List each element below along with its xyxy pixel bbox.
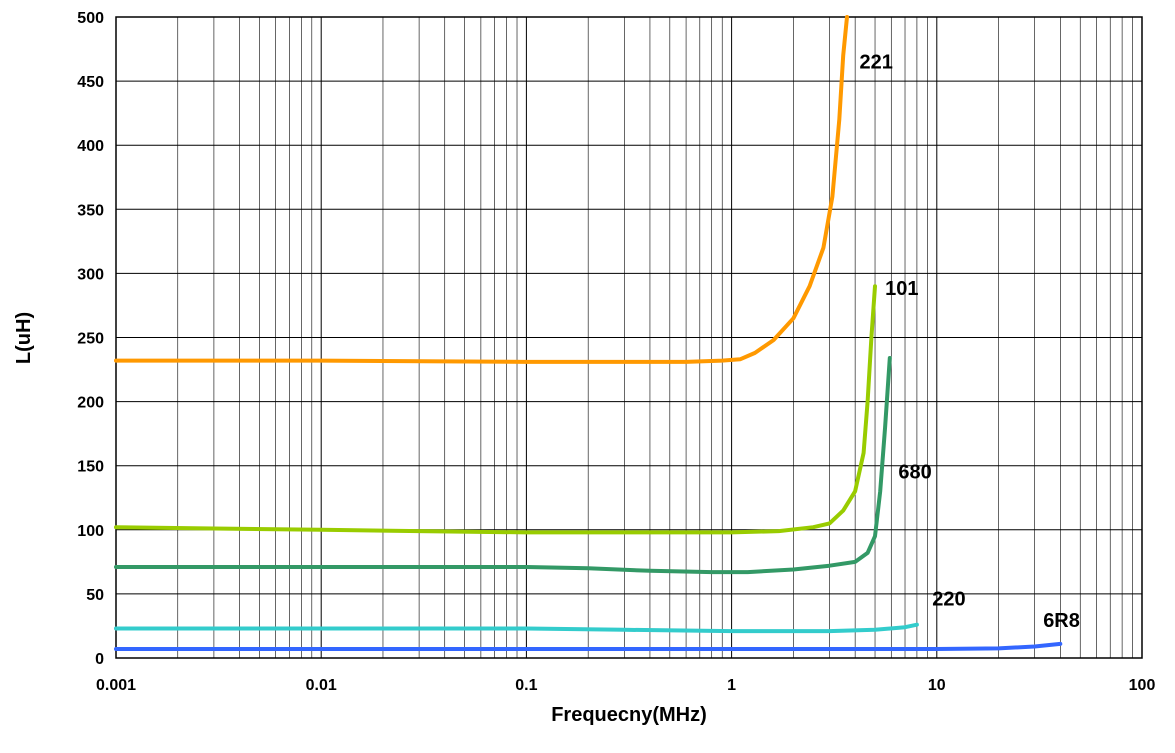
series-label-101: 101 (885, 278, 918, 300)
x-tick-label: 10 (928, 677, 946, 694)
series-line-101 (114, 284, 877, 535)
y-tick-label: 350 (77, 202, 104, 219)
y-tick-label: 250 (77, 331, 104, 348)
series-label-6r8: 6R8 (1043, 610, 1080, 632)
y-tick-label: 150 (77, 459, 104, 476)
x-tick-labels: 0.001 0.01 0.1 1 10 100 (96, 677, 1155, 694)
y-tick-label: 450 (77, 74, 104, 91)
x-axis-title: Frequecny(MHz) (551, 704, 707, 726)
y-tick-label: 400 (77, 138, 104, 155)
y-axis-title: L(uH) (13, 312, 35, 364)
series-label-221: 221 (859, 51, 892, 73)
series-line-6r8 (114, 641, 1063, 651)
y-tick-label: 500 (77, 10, 104, 27)
y-tick-label: 300 (77, 266, 104, 283)
series-layer (114, 15, 1063, 651)
x-tick-label: 0.1 (515, 677, 537, 694)
x-tick-label: 0.01 (306, 677, 337, 694)
y-tick-labels: 0 50 100 150 200 250 300 350 400 450 500 (77, 10, 104, 668)
y-tick-label: 200 (77, 395, 104, 412)
series-line-221 (114, 15, 849, 364)
series-line-680 (114, 356, 892, 575)
x-tick-label: 100 (1129, 677, 1156, 694)
series-line-220 (114, 622, 919, 634)
series-label-220: 220 (932, 588, 965, 610)
series-label-680: 680 (898, 462, 931, 484)
x-tick-label: 0.001 (96, 677, 136, 694)
plot-border (115, 16, 1143, 659)
x-tick-label: 1 (727, 677, 736, 694)
series-labels: 221 101 680 220 6R8 (859, 51, 1079, 632)
y-tick-label: 100 (77, 523, 104, 540)
y-tick-label: 50 (86, 587, 104, 604)
y-tick-label: 0 (95, 651, 104, 668)
